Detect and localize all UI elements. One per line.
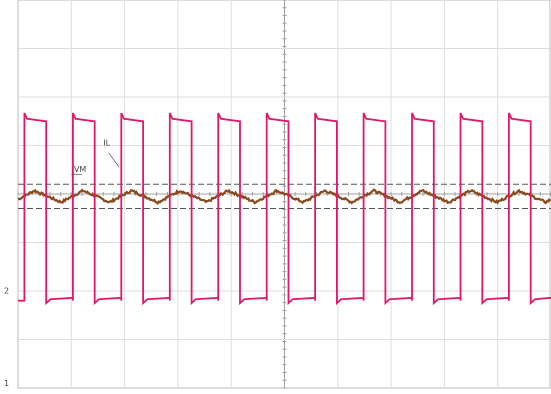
- channel-marker: 1: [4, 379, 9, 388]
- annotation-il: IL: [103, 139, 110, 148]
- series-il-line: [18, 112, 551, 306]
- traces: [17, 112, 551, 306]
- cursor-lines: [18, 183, 551, 210]
- labels: VM IL 2 1: [4, 139, 120, 388]
- annotation-vm: VM: [74, 165, 86, 174]
- annotation-il-leader: [108, 152, 120, 168]
- series-vm-line: [17, 188, 551, 205]
- channel-marker: 2: [4, 286, 9, 295]
